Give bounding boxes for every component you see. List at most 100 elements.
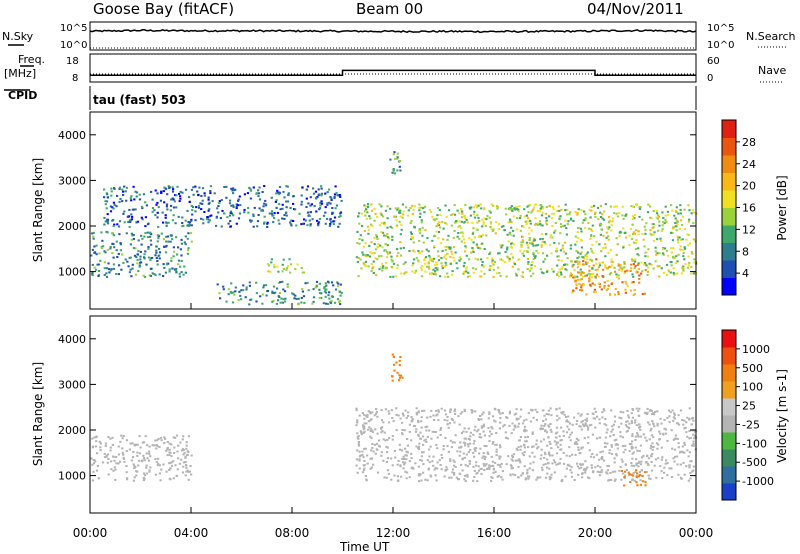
heatmap-cell xyxy=(464,245,467,248)
heatmap-cell xyxy=(610,444,613,447)
heatmap-cell xyxy=(232,192,235,195)
heatmap-cell xyxy=(306,211,310,214)
heatmap-cell xyxy=(591,259,594,262)
heatmap-cell xyxy=(185,441,188,444)
heatmap-cell xyxy=(420,459,423,462)
heatmap-cell xyxy=(594,211,597,214)
heatmap-cell xyxy=(285,185,288,188)
heatmap-cell xyxy=(593,283,596,286)
heatmap-cell xyxy=(638,206,641,209)
heatmap-cell xyxy=(429,475,433,478)
heatmap-cell xyxy=(355,256,358,259)
heatmap-cell xyxy=(663,247,667,250)
heatmap-cell xyxy=(202,218,205,221)
heatmap-cell xyxy=(432,414,435,417)
heatmap-cell xyxy=(391,238,394,241)
heatmap-cell xyxy=(677,446,680,449)
heatmap-cell xyxy=(689,477,692,480)
heatmap-cell xyxy=(471,221,474,224)
heatmap-cell xyxy=(268,212,271,215)
heatmap-cell xyxy=(401,432,404,435)
heatmap-cell xyxy=(664,428,667,431)
heatmap-cell xyxy=(687,220,690,223)
heatmap-cell xyxy=(141,459,144,462)
heatmap-cell xyxy=(293,297,296,300)
heatmap-cell xyxy=(316,219,319,222)
heatmap-cell xyxy=(115,205,118,208)
nave-tick-top: 60 xyxy=(707,56,720,67)
heatmap-cell xyxy=(498,457,501,460)
heatmap-cell xyxy=(549,443,552,445)
heatmap-cell xyxy=(601,247,604,250)
heatmap-cell xyxy=(556,209,559,212)
heatmap-cell xyxy=(539,207,542,210)
heatmap-cell xyxy=(672,273,676,276)
heatmap-cell xyxy=(478,234,481,237)
heatmap-cell xyxy=(370,418,373,421)
heatmap-cell xyxy=(138,198,142,201)
heatmap-cell xyxy=(103,216,106,219)
heatmap-cell xyxy=(676,238,679,241)
heatmap-cell xyxy=(672,416,675,419)
heatmap-cell xyxy=(438,209,441,212)
heatmap-cell xyxy=(208,215,212,218)
heatmap-cell xyxy=(141,207,144,210)
heatmap-cell xyxy=(619,466,622,469)
heatmap-cell xyxy=(577,208,580,211)
heatmap-cell xyxy=(495,450,498,453)
heatmap-cell xyxy=(270,258,273,261)
heatmap-cell xyxy=(534,244,538,247)
heatmap-cell xyxy=(609,435,612,438)
heatmap-cell xyxy=(677,473,680,476)
heatmap-cell xyxy=(110,460,113,463)
heatmap-cell xyxy=(552,212,556,215)
heatmap-cell xyxy=(451,468,455,471)
heatmap-cell xyxy=(489,430,492,433)
heatmap-cell xyxy=(608,273,611,276)
heatmap-cell xyxy=(491,229,494,232)
heatmap-cell xyxy=(631,478,634,481)
heatmap-cell xyxy=(669,261,672,263)
heatmap-cell xyxy=(160,192,163,194)
heatmap-cell xyxy=(105,455,108,458)
heatmap-cell xyxy=(175,194,178,197)
heatmap-cell xyxy=(359,430,362,433)
heatmap-cell xyxy=(591,282,594,285)
heatmap-cell xyxy=(679,219,683,222)
heatmap-cell xyxy=(512,208,515,211)
heatmap-cell xyxy=(692,272,695,275)
heatmap-cell xyxy=(162,238,165,241)
heatmap-cell xyxy=(581,271,584,274)
heatmap-cell xyxy=(627,416,631,419)
heatmap-cell xyxy=(495,221,498,223)
heatmap-cell xyxy=(328,224,331,227)
heatmap-cell xyxy=(174,222,177,225)
heatmap-cell xyxy=(363,464,366,467)
heatmap-cell xyxy=(478,220,481,222)
heatmap-cell xyxy=(681,248,684,251)
heatmap-cell xyxy=(572,263,575,266)
heatmap-cell xyxy=(142,274,145,277)
heatmap-cell xyxy=(314,190,318,193)
heatmap-cell xyxy=(613,457,616,460)
heatmap-cell xyxy=(472,231,475,234)
heatmap-cell xyxy=(628,422,631,425)
heatmap-cell xyxy=(122,194,125,196)
heatmap-cell xyxy=(333,193,337,196)
heatmap-cell xyxy=(631,433,634,436)
heatmap-cell xyxy=(372,266,375,269)
heatmap-cell xyxy=(309,224,312,227)
heatmap-cell xyxy=(120,268,123,271)
heatmap-cell xyxy=(540,428,543,431)
heatmap-cell xyxy=(510,432,513,435)
heatmap-cell xyxy=(608,265,611,268)
heatmap-cell xyxy=(401,412,404,415)
heatmap-cell xyxy=(657,215,661,218)
heatmap-cell xyxy=(483,434,486,437)
heatmap-cell xyxy=(588,265,591,268)
heatmap-cell xyxy=(360,431,363,434)
heatmap-cell xyxy=(637,233,640,236)
heatmap-cell xyxy=(532,244,535,247)
heatmap-cell xyxy=(421,410,424,413)
